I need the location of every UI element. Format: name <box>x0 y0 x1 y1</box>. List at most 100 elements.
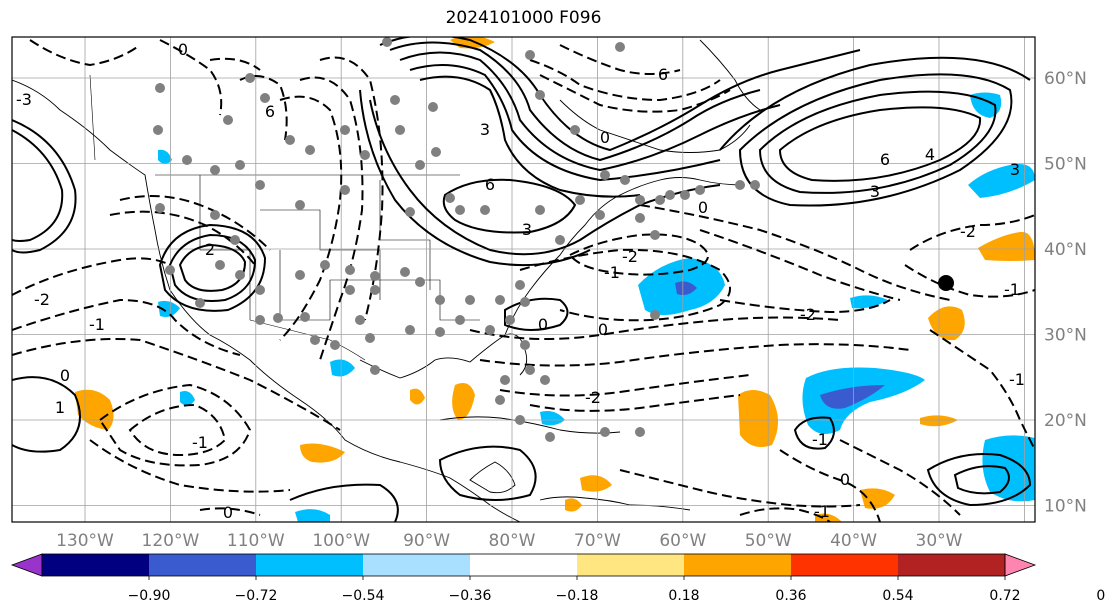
contour-label: -1 <box>1004 280 1020 299</box>
station-dot <box>345 265 355 275</box>
colorbar-tick-label: 0.90 <box>1096 588 1105 604</box>
positive-contour <box>719 56 1031 151</box>
station-dot <box>480 205 490 215</box>
border <box>260 209 381 300</box>
station-dot <box>310 335 320 345</box>
negative-contour <box>12 298 241 356</box>
coastline <box>559 99 751 153</box>
station-dot <box>370 365 380 375</box>
station-dot <box>415 277 425 287</box>
station-dot <box>260 93 270 103</box>
station-dot <box>273 313 283 323</box>
station-dot <box>680 190 690 200</box>
colorbar-frame <box>41 553 1006 577</box>
positive-contour <box>442 178 577 234</box>
colorbar-segment <box>363 554 470 576</box>
latitude-labels: 60°N 50°N 40°N 30°N 20°N 10°N <box>1044 69 1087 517</box>
station-dot <box>515 280 525 290</box>
negative-contour <box>119 195 271 251</box>
border <box>249 319 366 361</box>
contour-label: 1 <box>55 398 65 417</box>
negative-contour <box>12 257 171 296</box>
negative-contour <box>12 338 341 431</box>
station-dot <box>235 160 245 170</box>
station-dot <box>465 295 475 305</box>
longitude-label: 30°W <box>916 531 963 551</box>
station-dot <box>695 185 705 195</box>
station-dot <box>155 83 165 93</box>
positive-anomaly-region <box>860 488 895 509</box>
negative-anomaly-region <box>295 509 330 522</box>
station-dot <box>575 195 585 205</box>
colorbar-tick-label: −0.36 <box>449 588 492 604</box>
colorbar-tick-label: −0.18 <box>556 588 599 604</box>
station-dot <box>750 180 760 190</box>
positive-contour <box>399 51 781 172</box>
station-dot <box>520 340 530 350</box>
negative-contour <box>89 439 291 493</box>
colorbar-segment <box>898 554 1005 576</box>
contour-label: -1 <box>1009 370 1025 389</box>
station-dot <box>555 235 565 245</box>
contour-label: -2 <box>622 247 638 266</box>
positive-anomaly-region <box>978 231 1035 261</box>
contour-label: 0 <box>538 315 548 334</box>
station-dot <box>415 160 425 170</box>
contour-label: -2 <box>800 305 816 324</box>
station-dot <box>650 230 660 240</box>
colorbar-extend-high <box>1004 553 1037 577</box>
station-dot <box>255 180 265 190</box>
negative-contour <box>299 76 364 361</box>
border <box>199 175 251 320</box>
border <box>279 250 400 321</box>
negative-anomaly-region <box>850 295 888 309</box>
station-dot <box>340 185 350 195</box>
station-dot <box>365 333 375 343</box>
station-dot <box>360 150 370 160</box>
colorbar-segment <box>256 554 363 576</box>
negative-contour <box>568 233 709 276</box>
contour-label: -2 <box>960 222 976 241</box>
positive-contour <box>12 376 81 453</box>
positive-anomaly-region <box>75 389 114 430</box>
station-dot <box>345 285 355 295</box>
latitude-label: 50°N <box>1044 155 1087 175</box>
station-dot <box>153 125 163 135</box>
positive-contour <box>178 243 247 292</box>
negative-contour <box>909 214 1035 251</box>
station-dot <box>495 295 505 305</box>
station-dot <box>223 115 233 125</box>
longitude-label: 80°W <box>489 531 536 551</box>
longitude-label: 90°W <box>403 531 450 551</box>
negative-contour <box>128 403 227 457</box>
positive-contour <box>12 119 77 254</box>
negative-contour <box>199 507 261 516</box>
station-dot <box>370 285 380 295</box>
contour-label: -1 <box>604 263 620 282</box>
negative-anomaly-region <box>982 435 1035 502</box>
positive-contour <box>379 37 861 152</box>
coastline <box>469 461 516 494</box>
station-dot <box>285 135 295 145</box>
station-dot <box>295 270 305 280</box>
positive-anomaly-region <box>580 475 612 492</box>
contour-label: 0 <box>60 366 70 385</box>
coastline <box>439 416 621 434</box>
station-dot <box>665 190 675 200</box>
border <box>89 74 96 161</box>
station-dot <box>600 427 610 437</box>
contour-label: 6 <box>485 175 495 194</box>
station-dot <box>431 147 441 157</box>
negative-anomaly-region <box>970 92 1002 118</box>
negative-contour <box>529 59 721 102</box>
positive-anomaly-region <box>738 390 779 448</box>
colorbar-tick-label: 0.36 <box>775 588 806 604</box>
negative-anomaly-region <box>158 149 172 164</box>
station-dot <box>535 90 545 100</box>
positive-contour <box>926 453 1032 507</box>
station-dot <box>405 207 415 217</box>
negative-contour <box>29 39 141 67</box>
negative-contour <box>98 383 252 467</box>
negative-contour <box>529 394 741 412</box>
negative-contour <box>559 44 681 75</box>
